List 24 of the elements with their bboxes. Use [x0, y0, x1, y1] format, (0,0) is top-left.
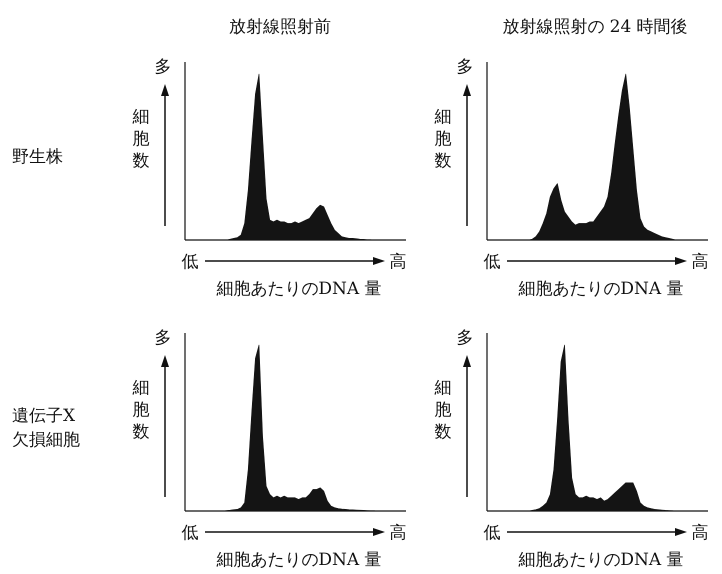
text: 高 — [692, 252, 708, 272]
x-axis-title: 細胞あたりのDNA 量 — [215, 279, 382, 299]
y-axis-title: 細胞数 — [434, 378, 452, 442]
x-axis-title: 細胞あたりのDNA 量 — [517, 279, 684, 299]
text: 低 — [182, 252, 198, 272]
y-axis-title: 細胞数 — [132, 107, 150, 171]
chart-title: 放射線照射前 — [229, 17, 331, 37]
chart-title: 放射線照射の 24 時間後 — [502, 17, 688, 37]
text: 低 — [182, 523, 198, 543]
text: 多 — [154, 57, 172, 77]
y-axis-title: 細胞数 — [434, 107, 452, 171]
text: 高 — [390, 523, 406, 543]
text: 多 — [154, 328, 172, 348]
text: 高 — [692, 523, 708, 543]
text: 野生株 — [12, 147, 63, 167]
text: 多 — [456, 328, 474, 348]
y-axis-title: 細胞数 — [132, 378, 150, 442]
x-axis-title: 細胞あたりのDNA 量 — [215, 550, 382, 570]
text: 遺伝子X欠損細胞 — [12, 406, 80, 450]
text: 低 — [484, 252, 500, 272]
text: 高 — [390, 252, 406, 272]
text: 多 — [456, 57, 474, 77]
text: 低 — [484, 523, 500, 543]
x-axis-title: 細胞あたりのDNA 量 — [517, 550, 684, 570]
